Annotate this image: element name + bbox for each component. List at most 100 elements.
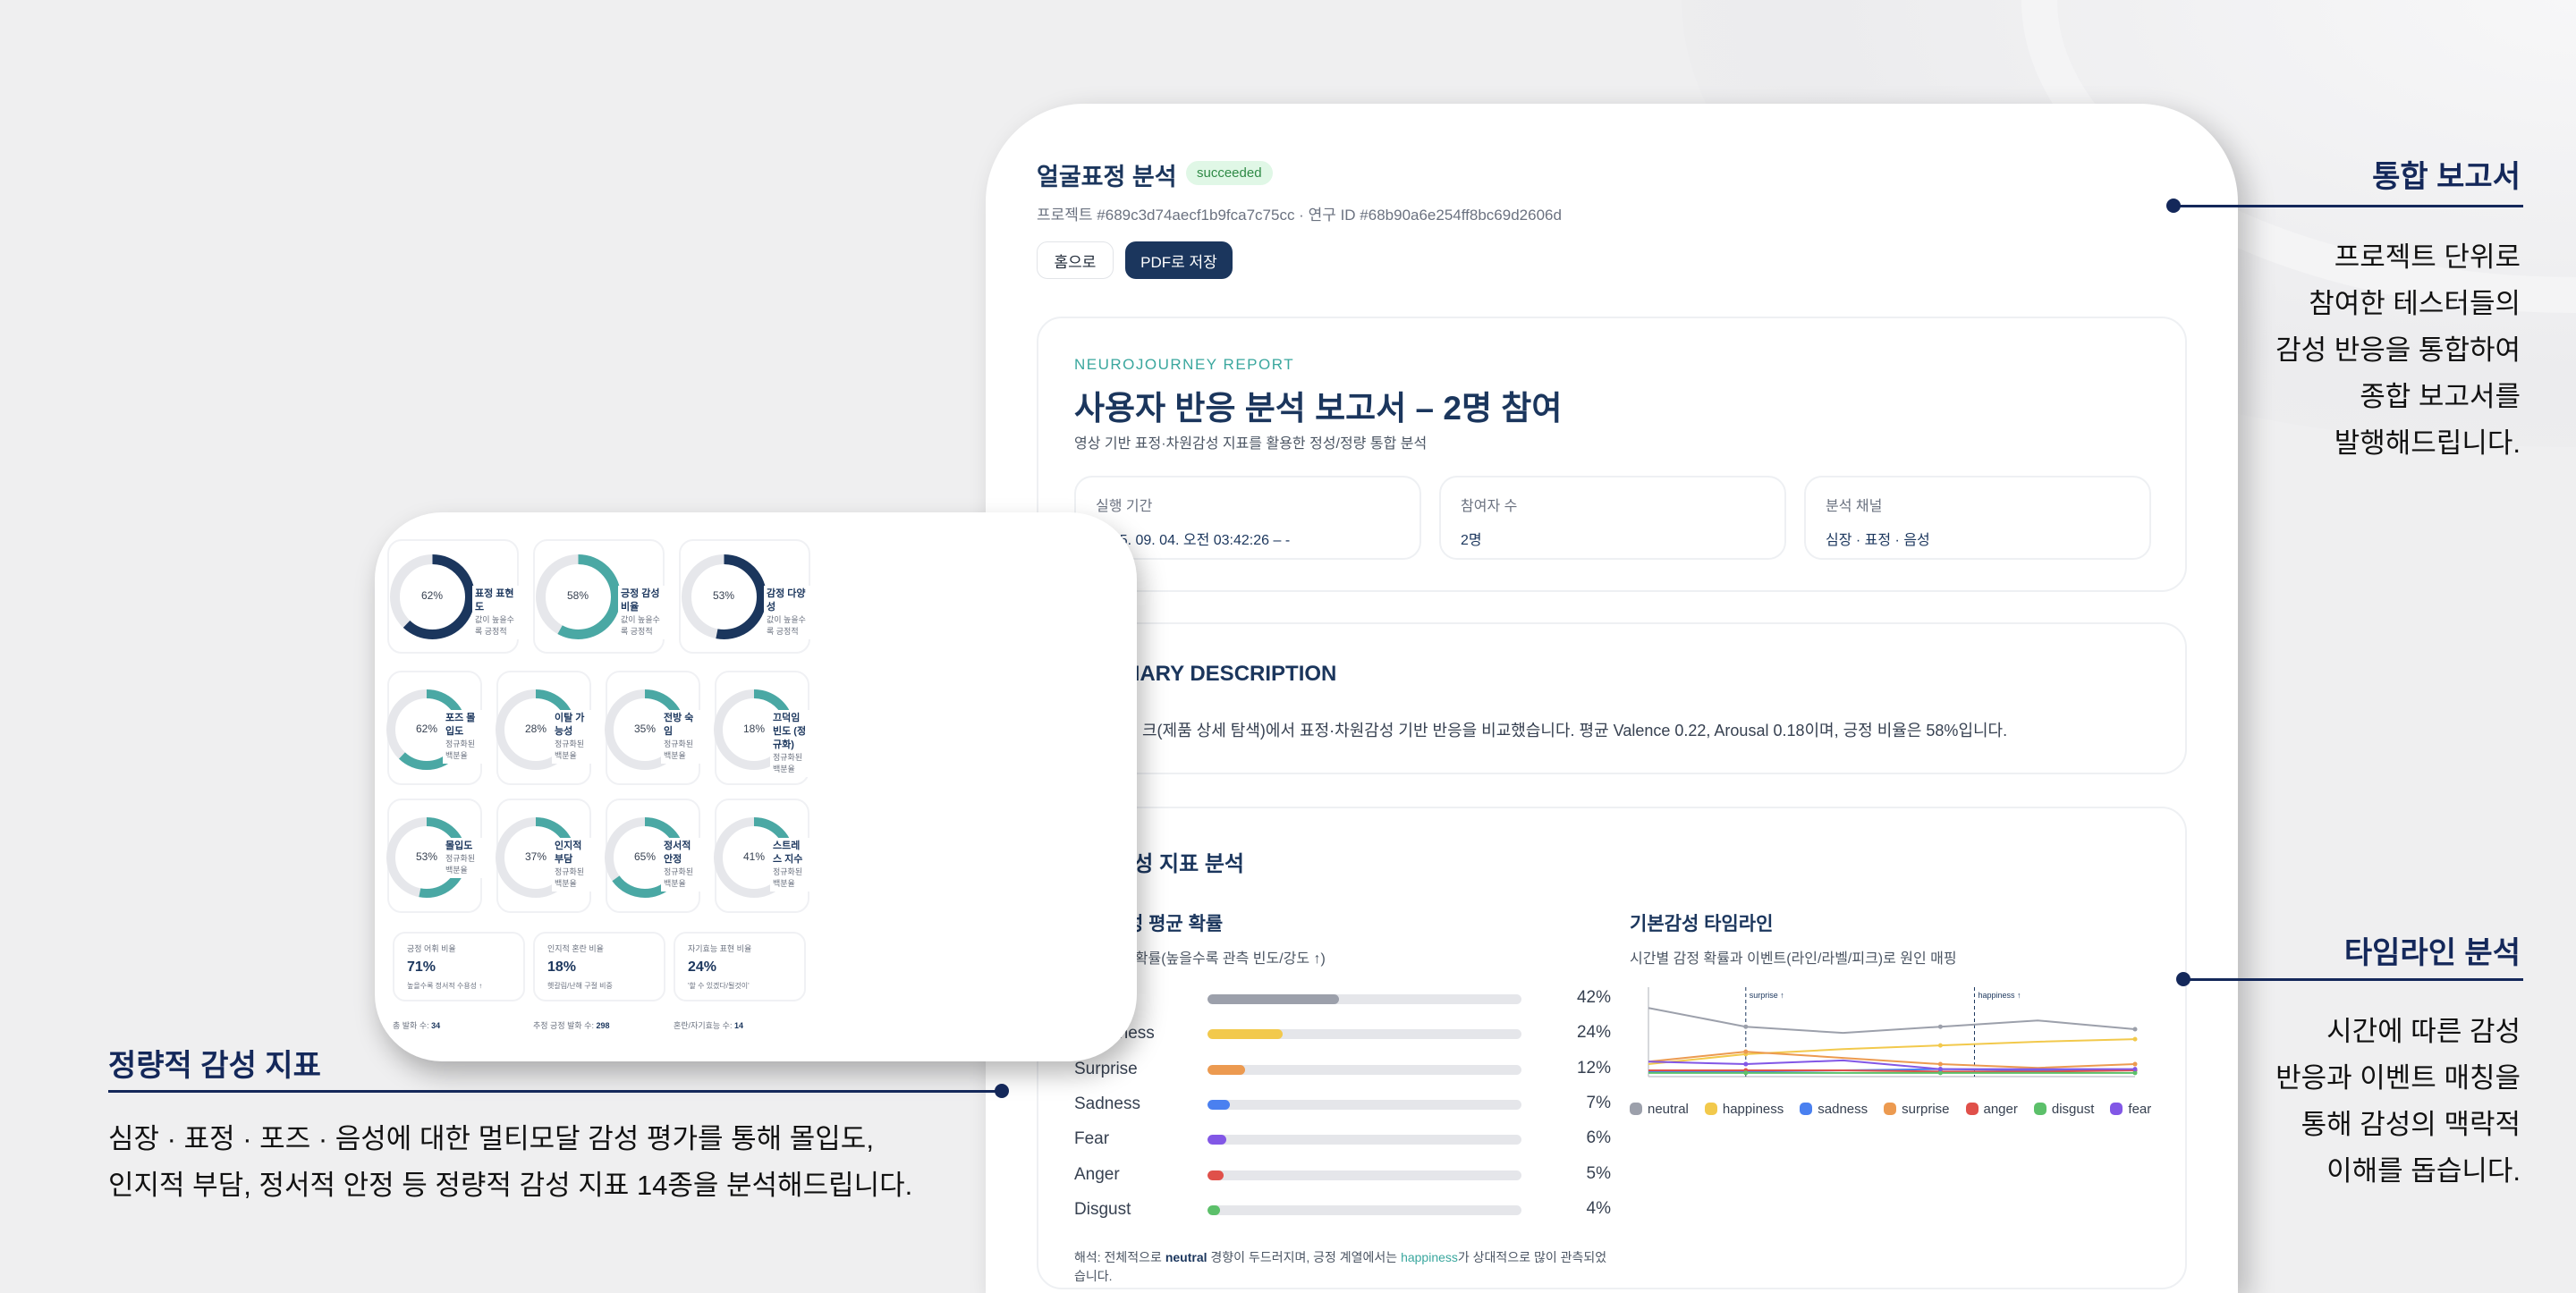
series-line-surprise (1648, 1051, 2136, 1069)
emotion-bar-row: Surprise 12% (1074, 1058, 1611, 1085)
series-line-anger (1648, 1069, 2136, 1073)
emotion-bar-fill (1208, 1064, 1246, 1075)
note-text: 가 상대적으로 많이 관측되었습니다. (1074, 1250, 1607, 1283)
project-ids: 프로젝트 #689c3d74aecf1b9fca7c75cc · 연구 ID #… (1037, 207, 1562, 224)
series-line-fear (1648, 1059, 2135, 1070)
emotion-percent: 12% (1576, 1058, 1611, 1078)
gauge-name: 전방 숙임 (664, 713, 694, 737)
timeline-subtitle: 시간별 감정 확률과 이벤트(라인/라벨/피크)로 원인 매핑 (1630, 951, 1957, 967)
gauge-desc: 정규화된 백분율 (555, 739, 585, 760)
emotion-bar-row: Neutral42% (1074, 987, 1611, 1014)
data-point-happiness (2132, 1036, 2138, 1042)
legend-swatch (1704, 1103, 1717, 1115)
avg-note: 해석: 전체적으로 neutral 경향이 두드러지며, 긍정 계열에서는 ha… (1074, 1248, 1611, 1286)
legend-label: sadness (1818, 1102, 1868, 1117)
metrics-overlay-card: 62% 표정 표현도 값이 높을수록 긍정적 58% 긍정 감성 비율 값이 높을수록 긍… (375, 512, 1137, 1061)
summary-card: SUMMARY DESCRIPTION 크(제품 상세 탐색)에서 표정·차원감… (1037, 622, 2187, 774)
gauge-value: 62% (420, 589, 444, 602)
gauge-fill (714, 689, 794, 770)
annotation-line: 참여한 테스터들의 (2309, 288, 2521, 319)
timeline-chart: surprise ↑ happiness ↑ (1648, 987, 2138, 1078)
annotation-line: 발행해드립니다. (2334, 427, 2521, 459)
legend-label: neutral (1648, 1102, 1689, 1117)
home-button[interactable]: 홈으로 (1037, 241, 1114, 279)
annotation-right-top-body: 프로젝트 단위로 참여한 테스터들의 감성 반응을 통합하여 종합 보고서를 발… (2275, 234, 2521, 467)
legend-swatch (2033, 1103, 2046, 1115)
legend-item-happiness: happiness (1704, 1102, 1784, 1117)
gauge-value: 65% (633, 850, 657, 863)
gauge-label: 표정 표현도 값이 높을수록 긍정적 (472, 586, 519, 639)
annotation-line: 감성 반응을 통합하여 (2275, 334, 2521, 366)
gauge-desc: 정규화된 백분율 (555, 867, 585, 888)
data-point-surprise (1743, 1049, 1749, 1054)
legend-item-fear: fear (2110, 1102, 2151, 1117)
emotion-label: Fear (1074, 1129, 1110, 1149)
emotion-label: Anger (1074, 1164, 1120, 1184)
event-label: happiness ↑ (1978, 991, 2021, 1000)
gauge-name: 표정 표현도 (475, 588, 514, 613)
series-line-neutral (1648, 1007, 2136, 1035)
emotion-bar-track (1208, 1029, 1521, 1040)
gauge-desc: 정규화된 백분율 (664, 867, 694, 888)
gauge-card: 62% 포즈 몰입도 정규화된 백분율 (386, 671, 482, 785)
data-point-disgust (1937, 1070, 1943, 1076)
metrics-card: 기본감성 지표 분석 기본감성 평균 확률 평균 감정 확률(높을수록 관측 빈… (1037, 807, 2187, 1289)
summary-text: 크(제품 상세 탐색)에서 표정·차원감성 기반 반응을 비교했습니다. 평균 … (1142, 722, 2008, 739)
note-text: 경향이 두드러지며, 긍정 계열에서는 (1207, 1250, 1402, 1264)
gauge-desc: 정규화된 백분율 (773, 867, 803, 888)
annotation-line: 종합 보고서를 (2360, 381, 2521, 412)
emotion-percent: 24% (1576, 1023, 1611, 1043)
annotation-right-bottom-body: 시간에 따른 감성 반응과 이벤트 매칭을 통해 감성의 맥락적 이해를 돕습니… (2275, 1009, 2521, 1195)
legend-item-surprise: surprise (1884, 1102, 1950, 1117)
emotion-bar-row: Fear 6% (1074, 1128, 1611, 1154)
gauge-label: 끄덕임 빈도 (정규화) 정규화된 백분율 (770, 710, 809, 777)
gauge-label: 포즈 몰입도 정규화된 백분율 (443, 710, 482, 764)
footer-count: 추정 긍정 발화 수: 298 (533, 1019, 610, 1031)
legend-item-disgust: disgust (2033, 1102, 2094, 1117)
emotion-bar-fill (1208, 1099, 1230, 1110)
stat-label: 분석 채널 (1826, 499, 1883, 514)
donut-gauge (535, 554, 621, 639)
emotion-bar-fill (1208, 1204, 1221, 1215)
metric-value: 18% (547, 959, 577, 975)
legend-swatch (1800, 1103, 1813, 1115)
gauge-value: 53% (415, 850, 438, 863)
data-point-neutral (1937, 1024, 1943, 1029)
event-label: surprise ↑ (1750, 991, 1784, 1000)
gauge-card: 28% 이탈 가능성 정규화된 백분율 (496, 671, 591, 785)
series-line-sadness (1648, 1068, 2135, 1073)
gauge-card: 58% 긍정 감성 비율 값이 높을수록 긍정적 (533, 539, 665, 654)
text-metric-box: 인지적 혼란 비율 18% 헷갈림/난해 구절 비중 (533, 932, 665, 1001)
annotation-line: 시간에 따른 감성 (2326, 1016, 2521, 1047)
data-point-fear (1743, 1061, 1749, 1067)
save-pdf-button[interactable]: PDF로 저장 (1125, 241, 1233, 279)
emotion-bar-track (1208, 1099, 1521, 1110)
annotation-right-bottom-line (2183, 978, 2523, 981)
note-happiness: happiness (1401, 1250, 1458, 1264)
emotion-percent: 6% (1586, 1128, 1611, 1148)
legend-label: fear (2128, 1102, 2152, 1117)
gauge-label: 인지적 부담 정규화된 백분율 (552, 838, 591, 892)
emotion-bar-row: Happiness24% (1074, 1022, 1611, 1049)
annotation-line: 통해 감성의 맥락적 (2301, 1109, 2521, 1140)
emotion-bar-row: Disgust 4% (1074, 1198, 1611, 1225)
gauge-name: 인지적 부담 (555, 841, 582, 865)
annotation-line: 심장 · 표정 · 포즈 · 음성에 대한 멀티모달 감성 평가를 통해 몰입도… (108, 1123, 874, 1154)
annotation-line: 인지적 부담, 정서적 안정 등 정량적 감성 지표 14종을 분석해드립니다. (108, 1170, 913, 1201)
annotation-left-dot (995, 1084, 1009, 1098)
gauge-name: 이탈 가능성 (555, 713, 585, 737)
data-point-fear (1937, 1067, 1943, 1072)
annotation-left-title: 정량적 감성 지표 (108, 1049, 321, 1083)
gauge-value: 41% (742, 850, 766, 863)
data-point-fear (2132, 1067, 2138, 1072)
gauge-value: 28% (524, 723, 547, 735)
gauge-desc: 값이 높을수록 긍정적 (475, 615, 514, 636)
legend-swatch (1884, 1103, 1897, 1115)
gauge-desc: 정규화된 백분율 (773, 753, 803, 773)
gauge-label: 이탈 가능성 정규화된 백분율 (552, 710, 591, 764)
legend-label: anger (1983, 1102, 2018, 1117)
legend-label: happiness (1722, 1102, 1784, 1117)
stat-participants: 참여자 수 2명 (1439, 476, 1786, 560)
gauge-label: 긍정 감성 비율 값이 높을수록 긍정적 (618, 586, 665, 639)
data-point-surprise (1937, 1061, 1943, 1067)
